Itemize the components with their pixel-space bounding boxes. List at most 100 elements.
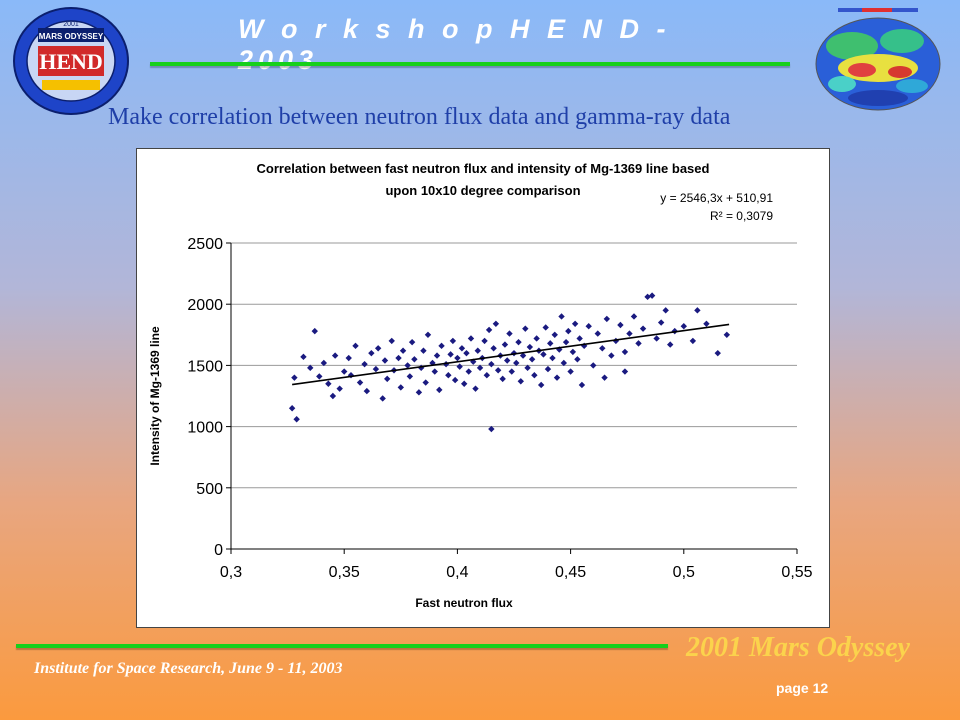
data-point	[431, 368, 438, 375]
data-point	[300, 353, 307, 361]
data-point	[438, 342, 445, 350]
data-point	[476, 364, 484, 372]
data-point	[379, 395, 386, 402]
data-point	[635, 340, 642, 347]
data-point	[492, 320, 500, 327]
data-point	[585, 323, 592, 330]
data-point	[408, 338, 416, 346]
data-point	[485, 326, 493, 334]
data-point	[590, 362, 597, 369]
data-point	[445, 371, 452, 379]
data-point	[447, 351, 454, 358]
data-point	[524, 364, 531, 372]
data-point	[465, 368, 472, 375]
data-point	[352, 342, 359, 350]
x-tick-label: 0,55	[781, 564, 812, 581]
x-tick-label: 0,45	[555, 564, 586, 581]
data-point	[621, 348, 629, 356]
data-point	[336, 385, 343, 392]
x-tick-label: 0,4	[446, 564, 468, 581]
logo-main-text: HEND	[39, 49, 103, 74]
mars-map-thumbnail	[815, 8, 941, 111]
y-tick-label: 2000	[187, 297, 223, 314]
data-point	[544, 365, 552, 373]
data-point	[657, 319, 665, 326]
data-point	[499, 375, 506, 383]
data-point	[356, 379, 364, 386]
chart-title-line-1: Correlation between fast neutron flux an…	[256, 161, 710, 176]
data-point	[372, 365, 380, 373]
data-point	[517, 378, 524, 385]
data-point	[549, 354, 556, 362]
y-axis-label: Intensity of Mg-1369 line	[148, 326, 162, 466]
data-point	[341, 368, 348, 375]
data-point	[293, 416, 300, 423]
trend-equation: y = 2546,3x + 510,91	[660, 191, 773, 205]
data-point	[648, 292, 656, 299]
data-point	[307, 364, 314, 372]
data-point	[703, 320, 710, 327]
data-point	[562, 338, 570, 346]
data-point	[531, 371, 538, 379]
data-point	[325, 380, 332, 387]
data-point	[311, 327, 318, 335]
data-point	[331, 352, 339, 359]
data-point	[316, 373, 323, 380]
data-point	[565, 327, 572, 335]
data-point	[420, 347, 427, 354]
data-point	[594, 330, 601, 337]
data-point	[608, 352, 615, 359]
data-point	[644, 293, 651, 301]
data-point	[662, 307, 669, 314]
data-point	[501, 341, 509, 348]
r-squared: R² = 0,3079	[709, 209, 773, 223]
data-point	[547, 340, 554, 347]
data-point	[626, 330, 633, 337]
y-tick-label: 1000	[187, 420, 223, 437]
data-point	[617, 321, 624, 329]
data-point	[528, 356, 536, 363]
data-point	[680, 323, 687, 330]
data-point	[433, 352, 441, 359]
data-point	[422, 379, 429, 386]
data-point	[540, 351, 547, 358]
data-point	[488, 425, 495, 433]
data-point	[571, 320, 579, 327]
data-point	[551, 331, 558, 338]
page-title: W o r k s h o p H E N D - 2003	[238, 14, 671, 75]
data-point	[504, 357, 511, 364]
data-point	[329, 392, 337, 400]
y-tick-label: 500	[196, 481, 223, 498]
trend-line	[292, 323, 730, 386]
data-point	[411, 356, 418, 363]
data-point	[449, 337, 457, 345]
data-point	[603, 315, 611, 323]
page-number: page 12	[776, 680, 829, 696]
data-point	[601, 374, 608, 381]
data-point	[456, 363, 463, 370]
data-point	[460, 380, 468, 387]
scatter-plot: 0 500 1000 1500 2000 2500 0,3 0,35 0,4 0,45 0,5 0,5…	[148, 236, 813, 610]
data-point	[569, 348, 577, 356]
data-point	[576, 335, 583, 342]
data-point	[483, 371, 491, 379]
institute-footer: Institute for Space Research, June 9 - 1…	[34, 660, 343, 677]
data-point	[488, 360, 495, 368]
chart-title-line-2: upon 10x10 degree comparison	[385, 183, 581, 198]
data-point	[630, 313, 638, 320]
data-point	[526, 343, 534, 351]
slide-subtitle: Make correlation between neutron flux da…	[108, 104, 731, 130]
data-point	[384, 375, 391, 383]
data-point	[689, 337, 697, 345]
data-point	[424, 331, 432, 338]
x-tick-label: 0,5	[673, 564, 695, 581]
data-point	[397, 384, 404, 391]
data-point	[621, 368, 629, 375]
data-point	[490, 345, 497, 352]
data-point	[415, 389, 423, 396]
logo-sub-text: MARS ODYSSEY	[39, 32, 104, 41]
data-point	[599, 345, 606, 352]
y-tick-label: 0	[214, 542, 223, 559]
data-point	[458, 345, 466, 352]
data-point	[395, 354, 402, 362]
